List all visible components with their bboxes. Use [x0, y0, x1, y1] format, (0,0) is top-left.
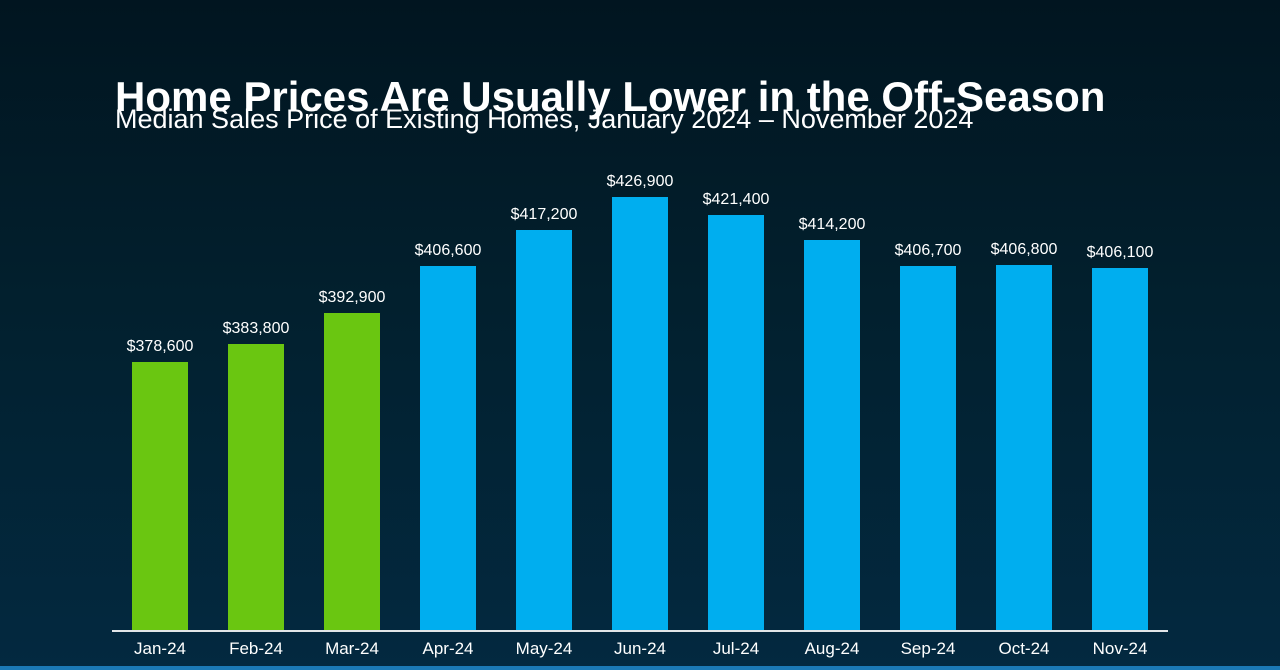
bar-column: $378,600: [112, 338, 208, 630]
bar-column: $414,200: [784, 216, 880, 630]
bar-column: $421,400: [688, 191, 784, 630]
x-axis-label: May-24: [515, 639, 573, 658]
x-axis-label: Oct-24: [998, 639, 1050, 658]
bar-oct-24: [996, 265, 1052, 630]
bar-value-label: $406,600: [414, 242, 482, 259]
bar-value-label: $417,200: [510, 206, 578, 223]
bar-may-24: [516, 230, 572, 630]
bar-aug-24: [804, 240, 860, 630]
bar-value-label: $383,800: [222, 320, 290, 337]
x-axis-label: Jun-24: [614, 639, 666, 658]
bar-value-label: $426,900: [606, 173, 674, 190]
bar-jul-24: [708, 215, 764, 630]
bar-apr-24: [420, 266, 476, 630]
bar-column: $406,100: [1072, 244, 1168, 630]
bar-value-label: $406,800: [990, 241, 1058, 258]
bar-nov-24: [1092, 268, 1148, 630]
x-axis-label: Jan-24: [134, 639, 186, 658]
bar-sep-24: [900, 266, 956, 630]
bar-chart: $378,600 $383,800 $392,900 $406,600 $417,200…: [112, 173, 1168, 659]
x-axis-label: Mar-24: [325, 639, 379, 658]
bar-mar-24: [324, 313, 380, 630]
chart-title: Home Prices Are Usually Lower in the Off…: [115, 73, 1106, 121]
chart-subtitle: Median Sales Price of Existing Homes, Ja…: [115, 104, 974, 134]
bar-value-label: $406,700: [894, 242, 962, 259]
bar-column: $426,900: [592, 173, 688, 630]
bar-feb-24: [228, 344, 284, 630]
bar-column: $383,800: [208, 320, 304, 630]
bar-value-label: $421,400: [702, 191, 770, 208]
bar-column: $392,900: [304, 289, 400, 630]
bar-jun-24: [612, 197, 668, 630]
x-axis-label: Aug-24: [804, 639, 860, 658]
plot-area: $378,600 $383,800 $392,900 $406,600 $417,200…: [112, 173, 1168, 630]
bar-value-label: $392,900: [318, 289, 386, 306]
bar-value-label: $414,200: [798, 216, 866, 233]
bar-jan-24: [132, 362, 188, 630]
x-axis-label: Feb-24: [229, 639, 283, 658]
bar-value-label: $378,600: [126, 338, 194, 355]
x-axis-line: [112, 630, 1168, 632]
x-axis-label: Nov-24: [1092, 639, 1148, 658]
bar-value-label: $406,100: [1086, 244, 1154, 261]
x-axis-label: Sep-24: [900, 639, 956, 658]
bar-column: $417,200: [496, 206, 592, 630]
x-axis-label: Apr-24: [422, 639, 474, 658]
x-axis-label: Jul-24: [712, 639, 760, 658]
x-axis-labels: Jan-24 Feb-24 Mar-24 Apr-24 May-24 Jun-24 Jul-…: [112, 639, 1168, 659]
bar-column: $406,700: [880, 242, 976, 630]
bar-column: $406,600: [400, 242, 496, 630]
bar-column: $406,800: [976, 241, 1072, 630]
bottom-accent-bar: [0, 666, 1280, 670]
